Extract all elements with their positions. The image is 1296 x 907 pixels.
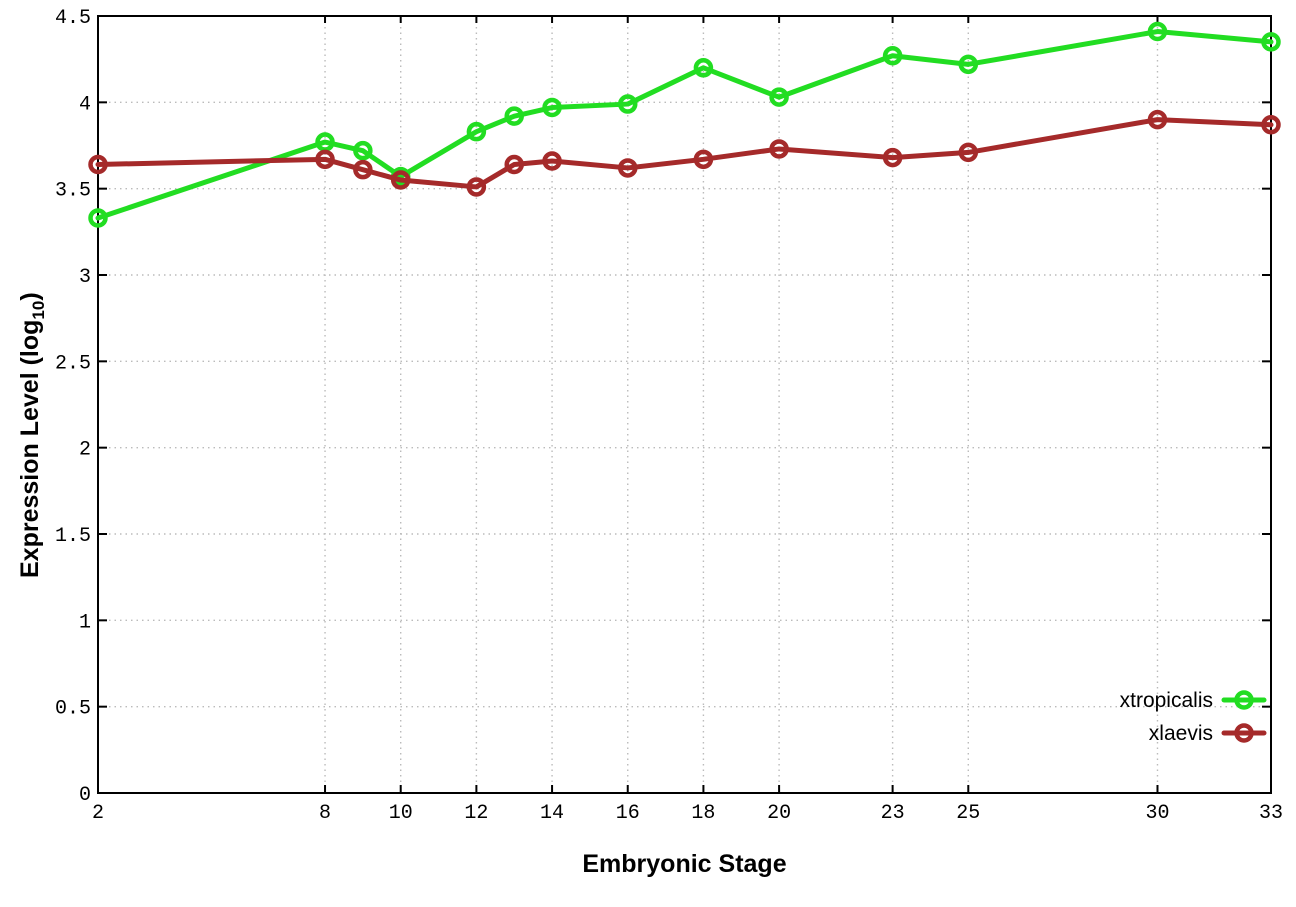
xtropicalis-marker <box>882 45 903 66</box>
y-tick-label: 1.5 <box>55 525 91 548</box>
xlaevis-marker <box>88 154 108 175</box>
y-axis-title-text: Expression Level (log <box>16 319 44 578</box>
xlaevis-marker <box>504 154 524 175</box>
y-axis-title-suffix: ) <box>16 292 44 301</box>
xtropicalis-marker <box>466 121 487 142</box>
xtropicalis-marker <box>315 132 335 152</box>
xtropicalis-marker <box>504 106 524 126</box>
series-xtropicalis <box>88 21 1281 228</box>
x-tick-label: 18 <box>691 802 715 825</box>
y-tick-label: 1 <box>79 611 91 634</box>
xlaevis-marker <box>1261 115 1281 135</box>
legend-item-xlaevis: xlaevis <box>1149 722 1267 745</box>
xtropicalis-marker <box>769 87 789 107</box>
xlaevis-line <box>95 117 1274 190</box>
xlaevis-marker <box>769 139 789 159</box>
legend-label-xtropicalis: xtropicalis <box>1120 689 1213 712</box>
xlaevis-marker <box>693 149 714 170</box>
plot-border <box>97 15 1272 794</box>
xlaevis-marker <box>882 147 903 168</box>
x-tick-label: 25 <box>956 802 980 825</box>
xtropicalis-marker <box>1261 32 1281 52</box>
x-tick-label: 33 <box>1259 802 1283 825</box>
legend-label-xlaevis: xlaevis <box>1149 722 1213 745</box>
y-tick-label: 3.5 <box>55 180 91 203</box>
xtropicalis-marker <box>88 208 108 228</box>
xlaevis-marker <box>353 159 373 180</box>
xlaevis-marker <box>958 142 979 163</box>
xtropicalis-marker <box>958 54 979 75</box>
xtropicalis-marker <box>617 94 638 114</box>
y-tick-label: 0 <box>79 784 91 807</box>
xtropicalis-line <box>95 29 1274 221</box>
xlaevis-marker <box>390 170 411 190</box>
x-axis-title: Embryonic Stage <box>582 850 787 878</box>
y-axis-title-subscript: 10 <box>29 300 48 320</box>
legend-item-xtropicalis: xtropicalis <box>1120 689 1267 712</box>
x-tick-label: 2 <box>92 802 104 825</box>
legend-marker-xtropicalis <box>1234 690 1254 710</box>
xlaevis-marker <box>617 158 638 178</box>
legend: xtropicalis xlaevis <box>1120 689 1267 745</box>
x-tick-label: 23 <box>881 802 905 825</box>
xlaevis-marker <box>542 151 562 171</box>
x-tick-label: 12 <box>464 802 488 825</box>
legend-marker-xlaevis <box>1234 723 1254 743</box>
xlaevis-marker <box>315 149 335 170</box>
x-tick-label: 30 <box>1145 802 1169 825</box>
xlaevis-marker <box>466 177 487 197</box>
x-tick-label: 20 <box>767 802 791 825</box>
y-tick-label: 3 <box>79 266 91 289</box>
y-tick-label: 2 <box>79 439 91 462</box>
xtropicalis-marker <box>693 58 714 78</box>
xtropicalis-marker <box>353 140 373 161</box>
xtropicalis-marker <box>1147 21 1168 42</box>
xtropicalis-marker <box>542 97 562 118</box>
xlaevis-marker <box>1147 109 1168 130</box>
tick-labels: 2 8 10 12 14 16 18 20 23 25 30 33 0 0.5 1 1.5 2 2.5 3 3.5 4 4… <box>55 7 1283 825</box>
y-tick-label: 4 <box>79 93 91 116</box>
y-tick-label: 4.5 <box>55 7 91 30</box>
series-xlaevis <box>88 109 1281 197</box>
x-tick-label: 10 <box>389 802 413 825</box>
x-tick-label: 16 <box>616 802 640 825</box>
x-tick-label: 14 <box>540 802 564 825</box>
y-axis-title: Expression Level (log10) <box>16 292 49 578</box>
y-tick-label: 2.5 <box>55 352 91 375</box>
y-tick-label: 0.5 <box>55 698 91 721</box>
x-tick-label: 8 <box>319 802 331 825</box>
